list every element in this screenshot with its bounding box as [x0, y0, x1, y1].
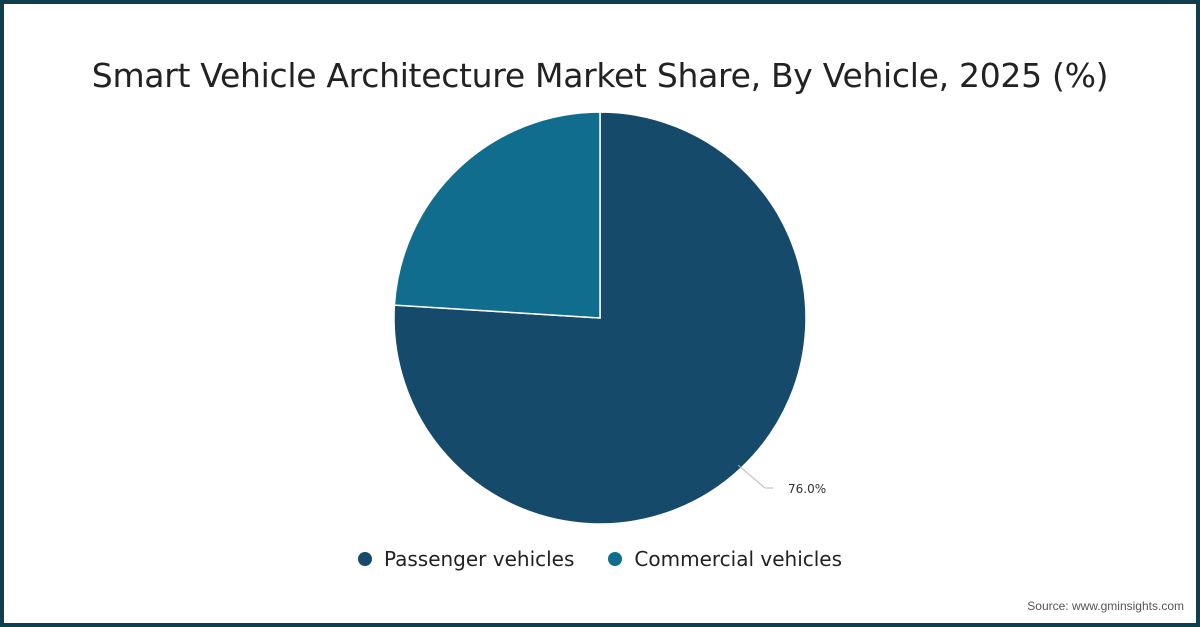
source-note: Source: www.gminsights.com [1027, 599, 1184, 613]
data-label-leader [737, 464, 773, 489]
pie-slice-commercial-vehicles[interactable] [393, 111, 601, 319]
legend-label: Commercial vehicles [634, 547, 843, 571]
data-label: 76.0% [788, 482, 826, 496]
legend-marker-commercial [608, 552, 623, 566]
legend: Passenger vehicles Commercial vehicles [4, 547, 1196, 571]
legend-label: Passenger vehicles [383, 547, 575, 571]
legend-item-passenger[interactable]: Passenger vehicles [357, 547, 575, 571]
legend-item-commercial[interactable]: Commercial vehicles [608, 547, 842, 571]
chart-title: Smart Vehicle Architecture Market Share,… [91, 56, 1109, 95]
legend-marker-passenger [357, 552, 372, 566]
